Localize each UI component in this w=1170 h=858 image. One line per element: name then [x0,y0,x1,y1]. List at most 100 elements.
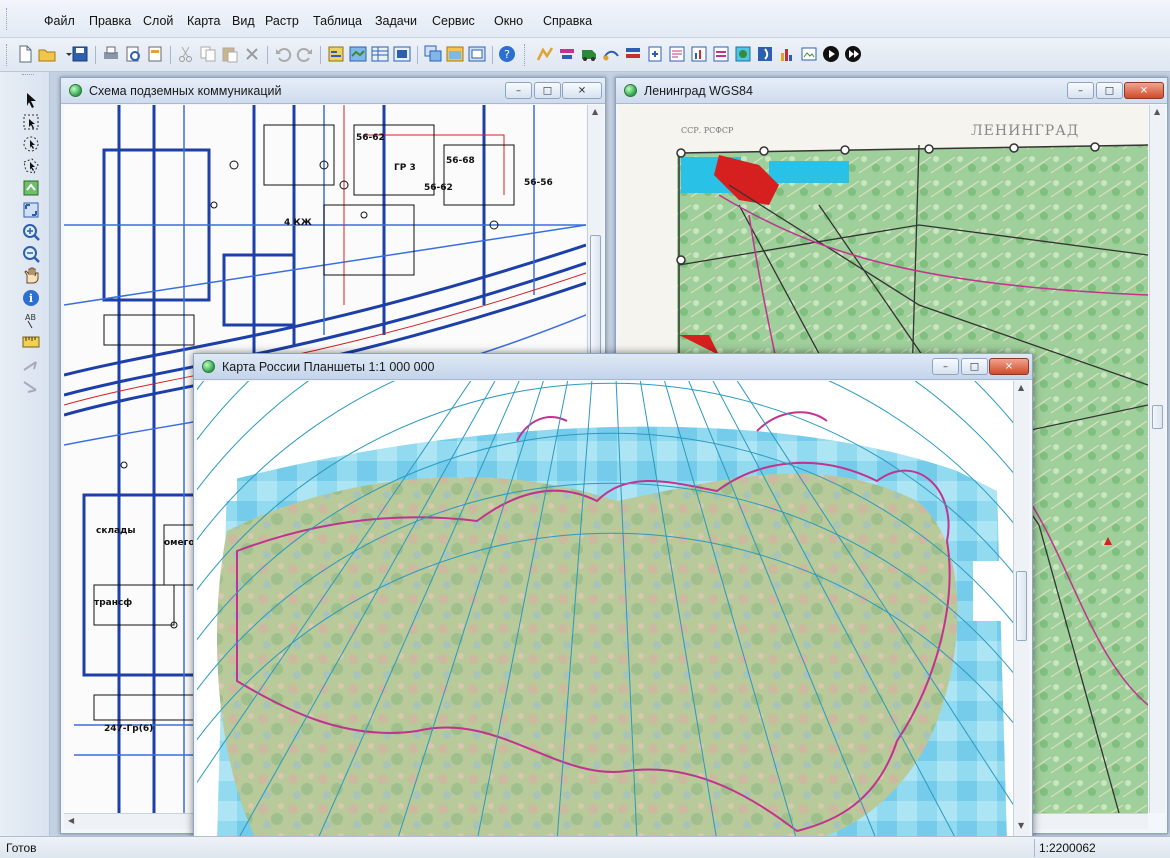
menu-map[interactable]: Карта [187,14,221,28]
utilities-minimize-button[interactable]: – [505,82,532,99]
status-bar: Готов 1:2200062 [0,836,1170,858]
page-setup-icon[interactable] [145,44,165,64]
svg-text:?: ? [504,48,510,61]
utility-label: трансф [94,598,132,608]
menu-raster[interactable]: Растр [265,14,299,28]
zoom-in-icon[interactable] [20,222,42,242]
redo-icon[interactable] [295,44,315,64]
delete-icon[interactable] [242,44,262,64]
menu-edit[interactable]: Правка [89,14,132,28]
open-folder-icon[interactable] [37,44,57,64]
toolbar-grip[interactable] [6,44,9,66]
rectangle-select-icon[interactable] [20,112,42,132]
russia-minimize-button[interactable]: – [932,358,959,375]
scroll-up-arrow-icon[interactable]: ▲ [1018,383,1025,392]
leningrad-titlebar[interactable]: Ленинград WGS84 – □ ✕ [616,78,1167,104]
copy-icon[interactable] [198,44,218,64]
layout-window-icon[interactable] [392,44,412,64]
menu-service[interactable]: Сервис [432,14,475,28]
scroll-up-arrow-icon[interactable]: ▲ [1154,107,1161,116]
paste-icon[interactable] [220,44,240,64]
geocode-icon[interactable] [535,44,555,64]
edit-vertex-icon [20,376,42,396]
utilities-titlebar[interactable]: Схема подземных коммуникаций – □ ✕ [61,78,605,104]
leningrad-maximize-button[interactable]: □ [1096,82,1123,99]
dropdown-arrow-icon[interactable] [59,44,72,64]
undo-icon[interactable] [273,44,293,64]
zoom-out-icon[interactable] [20,244,42,264]
leningrad-vertical-scrollbar[interactable]: ▲ [1149,105,1165,813]
legend-icon[interactable] [711,44,731,64]
report-icon[interactable] [667,44,687,64]
export-icon[interactable] [645,44,665,64]
route-icon[interactable] [557,44,577,64]
layer-properties-icon[interactable] [326,44,346,64]
russia-sheet-index-map [197,381,1013,841]
russia-vertical-scrollbar[interactable]: ▲ ▼ [1013,381,1029,839]
russia-titlebar[interactable]: Карта России Планшеты 1:1 000 000 – □ ✕ [194,354,1032,380]
arrange-icon[interactable] [467,44,487,64]
full-extent-icon[interactable] [20,200,42,220]
leningrad-window-title: Ленинград WGS84 [644,84,753,98]
menu-view[interactable]: Вид [232,14,255,28]
histogram-icon[interactable] [777,44,797,64]
scroll-down-arrow-icon[interactable]: ▼ [1018,821,1025,830]
map-sheet-label: ССР. РСФСР [681,126,734,135]
scroll-thumb[interactable] [1152,405,1163,429]
russia-map-canvas[interactable] [197,381,1013,841]
cut-icon[interactable] [176,44,196,64]
print-icon[interactable] [101,44,121,64]
tracking-icon[interactable] [601,44,621,64]
chart-icon[interactable] [689,44,709,64]
raster-icon[interactable] [755,44,775,64]
print-preview-icon[interactable] [123,44,143,64]
utility-label: 56-62 [356,133,385,143]
play-icon[interactable] [821,44,841,64]
scroll-thumb[interactable] [590,235,601,355]
pan-hand-icon[interactable] [20,266,42,286]
scroll-thumb[interactable] [1016,571,1027,641]
layer-control-icon[interactable] [20,178,42,198]
polygon-select-icon[interactable] [20,156,42,176]
russia-maximize-button[interactable]: □ [961,358,988,375]
new-document-icon[interactable] [15,44,35,64]
menu-help[interactable]: Справка [543,14,593,28]
menu-file[interactable]: Файл [44,14,75,28]
menu-layer[interactable]: Слой [143,14,174,28]
map-window-icon [202,360,215,373]
utility-label: склады [96,526,136,536]
label-icon[interactable]: AB [20,310,42,330]
table-window-icon[interactable] [370,44,390,64]
menu-tasks[interactable]: Задачи [375,14,417,28]
scroll-left-arrow-icon[interactable]: ◀ [68,816,75,825]
tile-windows-icon[interactable] [445,44,465,64]
map-window-icon[interactable] [348,44,368,64]
russia-close-button[interactable]: ✕ [989,358,1029,375]
save-icon[interactable] [70,44,90,64]
palette-grip[interactable] [22,74,34,77]
globe-icon[interactable] [733,44,753,64]
scroll-up-arrow-icon[interactable]: ▲ [592,107,599,116]
leningrad-minimize-button[interactable]: – [1067,82,1094,99]
menu-window[interactable]: Окно [494,14,524,28]
leningrad-close-button[interactable]: ✕ [1124,82,1164,99]
image-icon[interactable] [799,44,819,64]
toolbar-separator [492,46,493,64]
utilities-close-button[interactable]: ✕ [562,82,602,99]
info-icon[interactable]: i [20,288,42,308]
cascade-windows-icon[interactable] [423,44,443,64]
toolbar-separator [417,46,418,64]
toolbar-grip[interactable] [524,44,527,66]
vehicle-icon[interactable] [579,44,599,64]
radius-select-icon[interactable] [20,134,42,154]
menu-table[interactable]: Таблица [313,14,363,28]
menu-grip[interactable] [6,8,9,30]
utilities-maximize-button[interactable]: □ [534,82,561,99]
ruler-icon[interactable] [20,332,42,352]
stop-icon[interactable] [843,44,863,64]
help-icon[interactable]: ? [497,44,517,64]
mdi-workspace: Схема подземных коммуникаций – □ ✕ [50,72,1170,841]
stack-icon[interactable] [623,44,643,64]
utility-label: 56-62 [424,183,453,193]
arrow-select-icon[interactable] [20,90,42,110]
